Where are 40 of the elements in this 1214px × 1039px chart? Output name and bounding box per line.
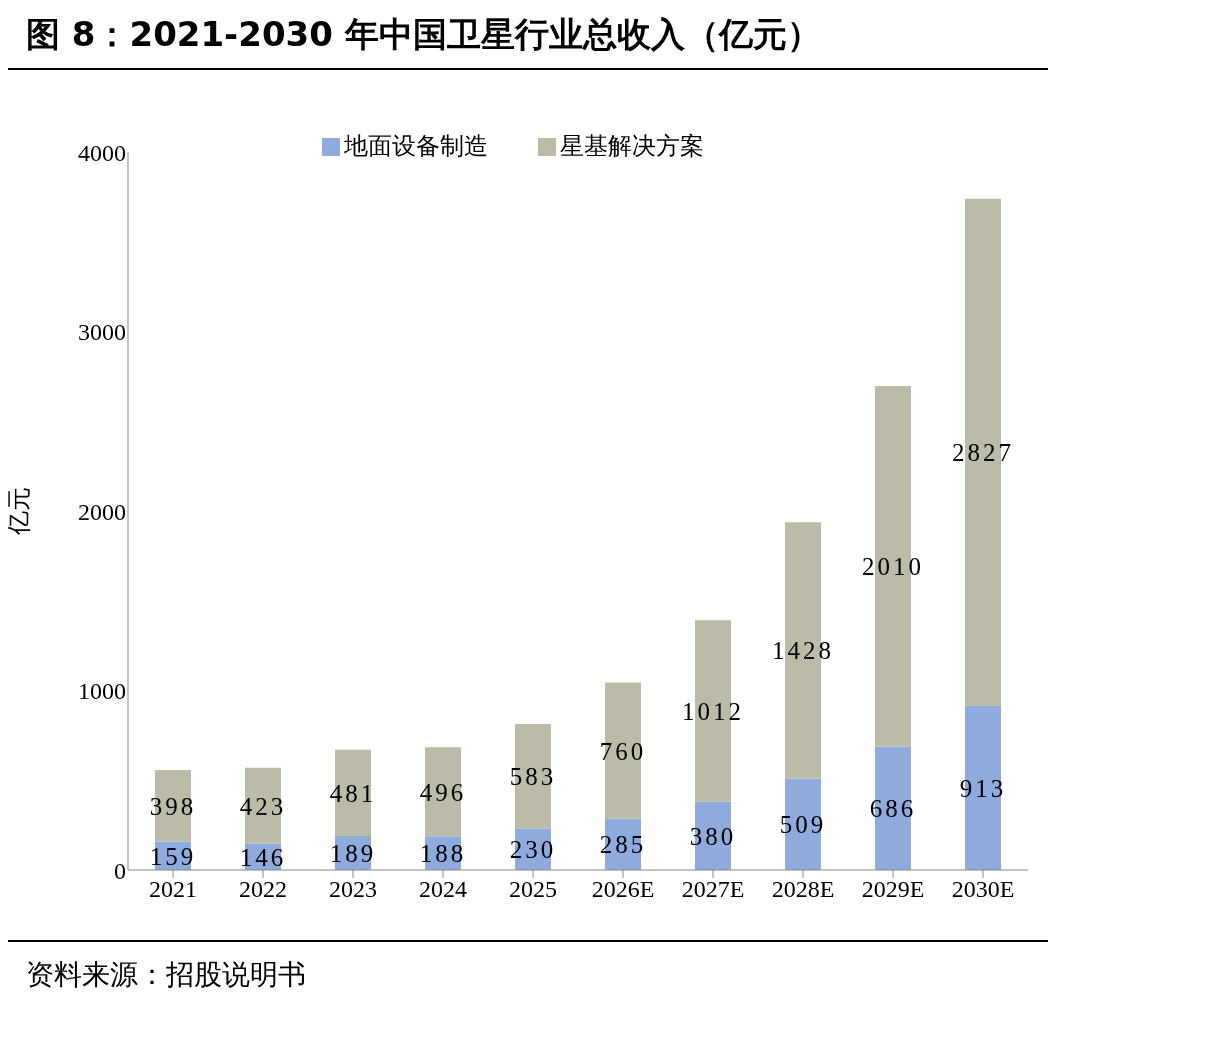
x-tick-label: 2028E [771,876,835,903]
x-tick-label: 2029E [861,876,925,903]
legend-label: 地面设备制造 [344,132,488,160]
data-label: 1012 [682,697,744,725]
x-tick-label: 2024 [419,876,467,903]
x-tick-label: 2023 [329,876,377,903]
x-tick-label: 2027E [681,876,745,903]
data-label: 1428 [772,637,834,665]
y-tick-label: 3000 [78,319,126,346]
data-label: 423 [239,792,287,820]
text: 资料来源：招股说明书 [26,957,307,993]
data-label: 686 [869,795,917,823]
y-tick-label: 2000 [78,498,126,525]
data-label: 189 [329,839,377,867]
x-tick-label: 2021 [149,876,197,903]
chart-title: 图 8：2021-2030 年中国卫星行业总收入（亿元） [8,8,1048,70]
x-tick-label: 2022 [239,876,287,903]
data-label: 285 [599,831,647,859]
data-label: 913 [959,774,1007,802]
x-tick-label: 2026E [591,876,655,903]
legend-label: 星基解决方案 [560,132,704,160]
x-tick-label: 2030E [951,876,1015,903]
data-label: 509 [779,811,827,839]
data-label: 398 [149,792,197,820]
data-label: 188 [419,840,467,867]
y-tick-label: 0 [114,857,126,884]
x-tick-label: 2025 [509,876,557,903]
data-label: 380 [689,822,737,850]
data-label: 159 [149,842,197,870]
data-label: 146 [239,843,287,871]
data-label: 2010 [862,553,924,581]
data-label: 760 [599,737,647,765]
data-label: 230 [509,836,557,864]
data-label: 481 [329,779,377,807]
data-label: 2827 [952,439,1014,467]
data-label: 496 [419,778,467,806]
y-tick-label: 1000 [78,678,126,705]
y-tick-label: 4000 [78,139,126,166]
y-axis-title: 亿元 [4,487,33,536]
data-label: 583 [509,763,557,791]
